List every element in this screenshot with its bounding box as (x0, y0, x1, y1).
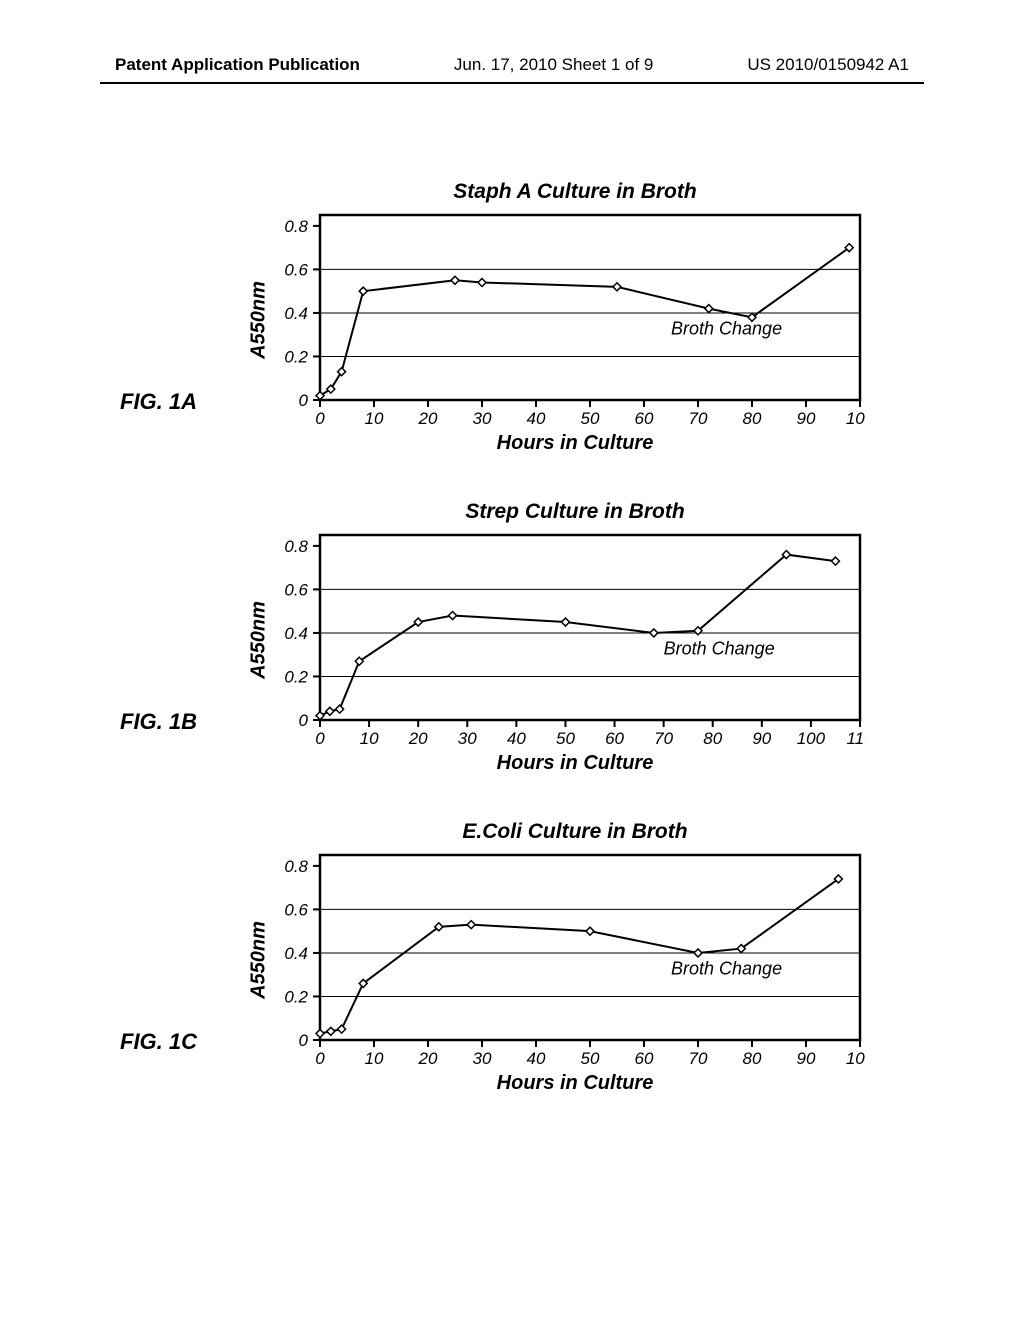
chart-svg: 0 10 20 30 40 50 60 70 80 90 100 0 0.2 0.4 0.6 0.8 Broth… (270, 210, 865, 430)
chart-plot-area: A550nm 010203040506070809010011000.20.40… (270, 530, 880, 750)
x-tick-label: 50 (581, 409, 600, 428)
y-tick-label: 0.2 (284, 347, 308, 366)
plot-border (320, 535, 860, 720)
x-tick-label: 40 (527, 1049, 546, 1068)
x-tick-label: 10 (365, 1049, 384, 1068)
y-tick-label: 0 (299, 711, 309, 730)
x-tick-label: 60 (635, 409, 654, 428)
y-tick-label: 0.8 (284, 217, 308, 236)
broth-change-annotation: Broth Change (671, 319, 782, 339)
figure-label: FIG. 1B (120, 709, 197, 735)
figure-block: FIG. 1B Strep Culture in Broth A550nm 0 1… (120, 500, 900, 800)
x-tick-label: 10 (360, 729, 379, 748)
y-tick-label: 0.8 (284, 857, 308, 876)
chart-wrapper: Strep Culture in Broth A550nm 0102030405… (270, 500, 880, 800)
x-tick-label: 70 (689, 409, 708, 428)
figure-label: FIG. 1A (120, 389, 197, 415)
x-tick-label: 90 (797, 409, 816, 428)
header-center: Jun. 17, 2010 Sheet 1 of 9 (454, 55, 653, 75)
y-tick-label: 0.6 (284, 260, 308, 279)
y-axis-label: A550nm (247, 601, 270, 679)
broth-change-annotation: Broth Change (664, 639, 775, 659)
plot-border (320, 215, 860, 400)
chart-wrapper: Staph A Culture in Broth A550nm 01020304… (270, 180, 880, 480)
y-tick-label: 0.8 (284, 537, 308, 556)
x-tick-label: 20 (408, 729, 428, 748)
x-tick-label: 30 (473, 1049, 492, 1068)
y-tick-label: 0 (299, 1031, 309, 1050)
x-axis-label: Hours in Culture (270, 752, 880, 775)
x-tick-label: 110 (846, 729, 865, 748)
x-tick-label: 90 (752, 729, 771, 748)
y-tick-label: 0.4 (284, 304, 308, 323)
x-tick-label: 100 (846, 1049, 865, 1068)
x-tick-label: 80 (743, 409, 762, 428)
chart-svg: 0 10 20 30 40 50 60 70 80 90 100 0 0.2 0.4 0.6 0.8 Broth… (270, 850, 865, 1070)
x-tick-label: 70 (689, 1049, 708, 1068)
y-axis-label: A550nm (247, 281, 270, 359)
y-axis-label: A550nm (247, 921, 270, 999)
plot-border (320, 855, 860, 1040)
chart-title: E.Coli Culture in Broth (270, 820, 880, 844)
x-tick-label: 30 (473, 409, 492, 428)
header-right: US 2010/0150942 A1 (747, 55, 909, 75)
y-tick-label: 0.6 (284, 900, 308, 919)
figures-container: FIG. 1A Staph A Culture in Broth A550nm … (120, 180, 900, 1140)
x-axis-label: Hours in Culture (270, 1072, 880, 1095)
y-tick-label: 0.2 (284, 987, 308, 1006)
y-tick-label: 0 (299, 391, 309, 410)
y-tick-label: 0.4 (284, 624, 308, 643)
chart-wrapper: E.Coli Culture in Broth A550nm 010203040… (270, 820, 880, 1120)
y-tick-label: 0.2 (284, 667, 308, 686)
chart-plot-area: A550nm 010203040506070809010000.20.40.60… (270, 210, 880, 430)
x-tick-label: 40 (527, 409, 546, 428)
chart-svg: 0 10 20 30 40 50 60 70 80 90 100 110 0 0.2 0.4 0.6 0.8 Br… (270, 530, 865, 750)
figure-block: FIG. 1C E.Coli Culture in Broth A550nm 0… (120, 820, 900, 1120)
x-tick-label: 70 (654, 729, 673, 748)
x-tick-label: 90 (797, 1049, 816, 1068)
figure-label: FIG. 1C (120, 1029, 197, 1055)
x-tick-label: 60 (635, 1049, 654, 1068)
x-tick-label: 30 (458, 729, 477, 748)
x-tick-label: 20 (418, 1049, 438, 1068)
x-tick-label: 50 (556, 729, 575, 748)
x-tick-label: 10 (365, 409, 384, 428)
page-header: Patent Application Publication Jun. 17, … (0, 55, 1024, 75)
x-tick-label: 0 (315, 1049, 325, 1068)
x-tick-label: 100 (797, 729, 826, 748)
y-tick-label: 0.6 (284, 580, 308, 599)
header-rule (100, 82, 924, 84)
x-axis-label: Hours in Culture (270, 432, 880, 455)
x-tick-label: 50 (581, 1049, 600, 1068)
broth-change-annotation: Broth Change (671, 959, 782, 979)
x-tick-label: 0 (315, 409, 325, 428)
chart-title: Strep Culture in Broth (270, 500, 880, 524)
header-left: Patent Application Publication (115, 55, 360, 75)
chart-title: Staph A Culture in Broth (270, 180, 880, 204)
figure-block: FIG. 1A Staph A Culture in Broth A550nm … (120, 180, 900, 480)
chart-plot-area: A550nm 010203040506070809010000.20.40.60… (270, 850, 880, 1070)
x-tick-label: 0 (315, 729, 325, 748)
x-tick-label: 40 (507, 729, 526, 748)
x-tick-label: 60 (605, 729, 624, 748)
x-tick-label: 20 (418, 409, 438, 428)
y-tick-label: 0.4 (284, 944, 308, 963)
x-tick-label: 80 (743, 1049, 762, 1068)
x-tick-label: 80 (703, 729, 722, 748)
x-tick-label: 100 (846, 409, 865, 428)
